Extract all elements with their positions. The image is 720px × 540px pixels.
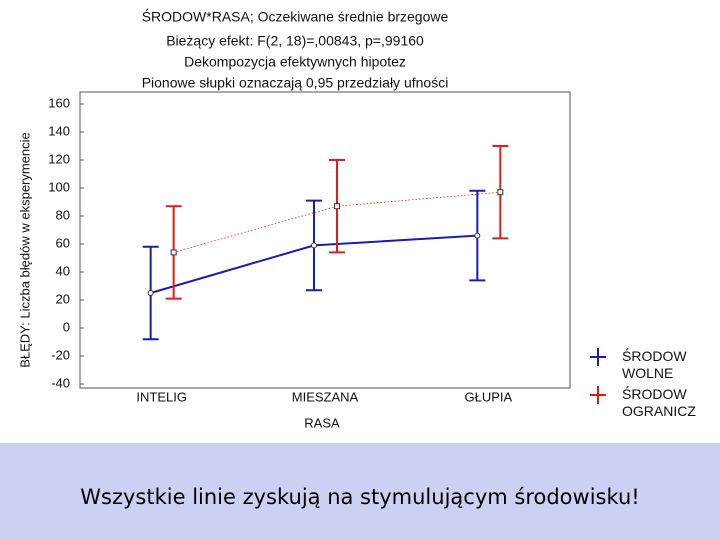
y-tick-label: -40 xyxy=(51,375,70,390)
point xyxy=(474,232,481,239)
point xyxy=(311,242,317,249)
series-line xyxy=(173,191,501,253)
point xyxy=(334,203,340,210)
legend-entry: ŚRODOW WOLNE xyxy=(622,348,687,381)
x-tick-label: GŁUPIA xyxy=(464,389,512,404)
y-tick-label: 160 xyxy=(48,95,70,110)
y-tick-label: 40 xyxy=(56,263,70,278)
y-tick-label: 20 xyxy=(56,291,70,306)
plot-frame xyxy=(79,91,571,389)
point xyxy=(497,189,504,196)
chart: ŚRODOW*RASA; Oczekiwane średnie brzegowe… xyxy=(17,8,606,430)
y-tick-label: 80 xyxy=(56,207,70,222)
subtitle: Dekompozycja efektywnych hipotez xyxy=(184,54,406,70)
caption: Wszystkie linie zyskują na stymulującym … xyxy=(80,485,640,509)
y-tick-label: 120 xyxy=(48,151,70,166)
x-axis-label: RASA xyxy=(304,415,340,430)
subtitle: Pionowe słupki oznaczają 0,95 przedziały… xyxy=(142,75,449,91)
point xyxy=(170,249,177,256)
x-tick-label: INTELIG xyxy=(136,389,187,404)
y-tick-label: 100 xyxy=(48,179,70,194)
y-tick-label: 140 xyxy=(48,123,70,138)
point xyxy=(147,290,154,296)
subtitle: Bieżący efekt: F(2, 18)=,00843, p=,99160 xyxy=(166,33,424,49)
caption-band xyxy=(0,443,720,540)
x-tick-label: MIESZANA xyxy=(292,389,359,404)
y-tick-label: -20 xyxy=(51,347,70,362)
y-tick-label: 0 xyxy=(63,319,70,334)
chart-title: ŚRODOW*RASA; Oczekiwane średnie brzegowe xyxy=(142,8,449,25)
y-tick-label: 60 xyxy=(56,235,70,250)
legend-entry: ŚRODOW OGRANICZ xyxy=(622,386,696,419)
y-axis-label: BŁĘDY: Liczba błędów w eksperymencie xyxy=(17,132,32,368)
